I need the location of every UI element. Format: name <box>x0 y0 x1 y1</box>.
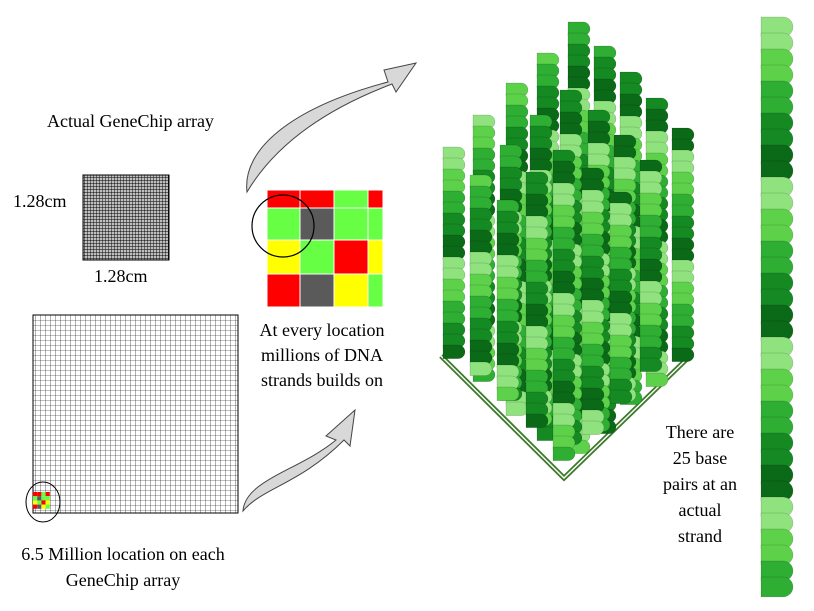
base-pair-bead <box>760 576 794 598</box>
location-circle-small <box>25 481 61 523</box>
mini-cell <box>33 496 38 501</box>
curved-arrow-lower <box>242 408 356 513</box>
mini-cell <box>45 504 50 509</box>
base-pair-bead <box>609 389 633 404</box>
mini-cell <box>37 492 42 497</box>
height-label: 1.28cm <box>94 266 148 286</box>
dna-strand-array <box>439 21 695 482</box>
base-pair-bead <box>525 413 549 428</box>
location-count-line-1: 6.5 Million location on each <box>21 544 225 564</box>
mini-cell <box>41 504 46 509</box>
zoom-cell <box>367 189 384 209</box>
zoom-cell <box>299 207 335 241</box>
highlighted-location-mini <box>33 492 50 509</box>
base-pair-bead <box>671 347 695 362</box>
array-base-highlight <box>440 355 691 479</box>
actual-chip-small <box>82 174 170 261</box>
mini-cell <box>33 500 38 505</box>
zoom-cell <box>299 189 335 209</box>
every-location-line-2: millions of DNA <box>260 345 383 365</box>
mini-cell <box>41 492 46 497</box>
every-location-line-3: strands builds on <box>260 370 383 390</box>
zoom-cell <box>266 189 301 209</box>
mini-cell <box>37 504 42 509</box>
mini-cell <box>41 500 46 505</box>
mini-cell <box>37 496 42 501</box>
single-dna-strand <box>760 16 794 598</box>
base-pairs-line-1: There are <box>665 422 735 442</box>
every-location-line-1: At every location <box>259 320 385 340</box>
actual-array-label: Actual GeneChip array <box>47 111 214 131</box>
base-pair-bead <box>552 446 576 461</box>
base-pair-bead <box>496 386 520 401</box>
base-pairs-line-4: actual <box>678 500 722 520</box>
mini-cell <box>33 504 38 509</box>
location-count-line-2: GeneChip array <box>65 570 181 590</box>
mini-cell <box>45 496 50 501</box>
base-pair-bead <box>645 372 669 387</box>
width-label: 1.28cm <box>13 191 67 211</box>
zoom-cell <box>299 273 335 308</box>
base-pair-bead <box>639 357 663 372</box>
mini-cell <box>33 492 38 497</box>
location-count-label: 6.5 Million location on each GeneChip ar… <box>0 541 246 593</box>
base-pairs-line-3: pairs at an <box>663 474 737 494</box>
zoomed-location-grid <box>266 189 384 308</box>
zoom-cell <box>299 239 335 275</box>
every-location-label: At every location millions of DNA strand… <box>248 318 396 393</box>
base-pair-bead <box>505 401 529 416</box>
mini-cell <box>45 500 50 505</box>
zoom-cell <box>333 207 369 241</box>
mini-cell <box>45 492 50 497</box>
zoom-cell <box>367 273 384 308</box>
zoom-cell <box>266 273 301 308</box>
mini-cell <box>37 500 42 505</box>
curved-arrow-upper <box>246 62 418 194</box>
zoom-cell <box>333 239 369 275</box>
base-pair-bead <box>469 361 493 376</box>
base-pairs-label: There are 25 base pairs at an actual str… <box>648 419 752 549</box>
zoom-cell <box>266 207 301 241</box>
zoom-cell <box>367 239 384 275</box>
base-pair-bead <box>581 420 605 435</box>
zoom-cell <box>367 207 384 241</box>
mini-cell <box>41 496 46 501</box>
base-pairs-line-2: 25 base <box>672 448 728 468</box>
chip-grid-enlarged <box>32 314 239 514</box>
base-pair-bead <box>442 344 466 359</box>
zoom-cell <box>333 273 369 308</box>
zoom-cell <box>333 189 369 209</box>
base-pairs-line-5: strand <box>678 526 722 546</box>
location-circle-zoom <box>251 194 315 258</box>
